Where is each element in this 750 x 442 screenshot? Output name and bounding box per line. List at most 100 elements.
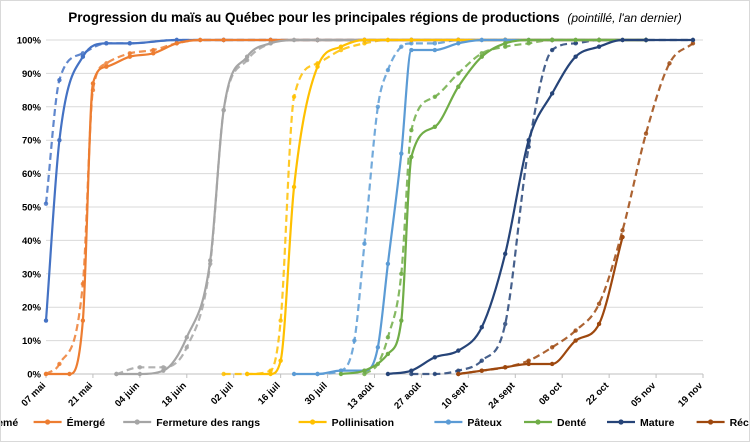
y-tick-label: 80% — [22, 102, 42, 113]
data-point — [399, 151, 404, 156]
data-point — [57, 138, 62, 143]
data-point — [174, 41, 179, 46]
chart-title: Progression du maïs au Québec pour les p… — [1, 10, 749, 25]
legend-label: Mature — [640, 417, 675, 429]
data-point — [362, 371, 367, 377]
data-point — [399, 44, 404, 49]
y-tick-label: 70% — [22, 136, 42, 147]
x-tick-label: 13 août — [345, 380, 377, 412]
x-tick-label: 21 mai — [66, 380, 95, 409]
data-point — [456, 368, 461, 373]
legend-marker — [45, 419, 51, 425]
data-point — [127, 41, 133, 46]
data-point — [526, 358, 531, 363]
legend-item: Pâteux — [434, 417, 502, 429]
data-point — [479, 54, 484, 59]
data-point — [221, 37, 226, 43]
legend-item: Mature — [607, 417, 675, 429]
data-point — [690, 37, 696, 43]
data-point — [526, 361, 531, 367]
y-axis-tick-labels: 0% 10% 20% 30% 40% 50% 60% 70% 80% 90% 100% — [17, 36, 42, 381]
legend-label: Pâteux — [467, 417, 502, 429]
data-point — [278, 318, 283, 323]
data-point — [268, 371, 273, 377]
legend-marker — [618, 419, 624, 425]
data-point — [43, 318, 49, 323]
data-point — [362, 37, 367, 43]
legend-marker — [134, 419, 140, 425]
data-point — [432, 371, 438, 377]
data-point — [503, 365, 508, 370]
data-point — [291, 94, 297, 99]
x-tick-label: 05 nov — [629, 380, 659, 410]
data-point — [197, 37, 203, 43]
data-point — [503, 251, 508, 256]
data-point — [151, 51, 156, 56]
data-point — [432, 47, 438, 53]
data-point — [596, 44, 602, 49]
data-point — [338, 371, 344, 377]
legend-label: Émergé — [67, 416, 106, 429]
data-point — [399, 271, 404, 276]
data-point — [385, 351, 391, 357]
data-point — [338, 44, 344, 49]
series-layer — [43, 37, 696, 377]
data-point — [221, 371, 226, 377]
y-tick-label: 90% — [22, 69, 42, 80]
data-point — [104, 64, 109, 69]
data-point — [104, 61, 109, 66]
chart-subtitle: (pointillé, l'an dernier) — [567, 11, 682, 25]
x-tick-label: 22 oct — [584, 380, 612, 408]
legend-label: Fermeture des rangs — [156, 417, 260, 429]
data-point — [291, 371, 297, 377]
data-point — [57, 361, 62, 367]
data-point — [549, 37, 555, 43]
data-point — [643, 37, 649, 43]
legend-item: Émergé — [33, 416, 106, 429]
data-point — [174, 37, 179, 43]
data-point — [315, 371, 320, 377]
data-point — [43, 201, 49, 206]
series-previous-Semé — [43, 37, 649, 206]
data-point — [362, 41, 367, 46]
data-point — [503, 37, 508, 43]
legend-label: Pollinisation — [332, 417, 394, 429]
data-point — [503, 321, 508, 327]
x-tick-label: 18 juin — [160, 380, 189, 409]
legend-marker — [535, 419, 541, 425]
y-tick-label: 0% — [27, 370, 41, 381]
data-point — [596, 301, 602, 307]
series-line — [44, 38, 647, 204]
data-point — [291, 37, 297, 43]
series-previous-Récolte — [456, 41, 696, 377]
data-point — [549, 345, 555, 350]
y-tick-label: 20% — [22, 303, 42, 314]
series-line — [340, 38, 647, 376]
data-point — [456, 37, 461, 43]
data-point — [352, 338, 357, 343]
y-tick-label: 60% — [22, 169, 42, 180]
data-point — [161, 368, 166, 373]
data-point — [596, 37, 602, 43]
legend-item: Pollinisation — [298, 417, 394, 429]
y-tick-label: 50% — [22, 203, 42, 214]
legend-item: Récolte — [696, 417, 749, 429]
y-tick-label: 40% — [22, 236, 42, 247]
data-point — [503, 44, 508, 49]
data-point — [208, 258, 213, 263]
data-point — [80, 54, 86, 59]
legend: Semé Émergé Fermeture des rangs Pollinisati… — [1, 416, 749, 429]
x-tick-label: 04 juin — [113, 380, 142, 409]
data-point — [409, 127, 414, 133]
data-point — [385, 371, 391, 377]
data-point — [690, 41, 696, 46]
data-point — [456, 371, 461, 377]
data-point — [184, 335, 189, 340]
data-point — [57, 77, 62, 83]
series-line — [458, 42, 694, 376]
data-point — [338, 368, 344, 373]
data-point — [315, 37, 320, 43]
series-current-Semé — [43, 37, 649, 323]
data-point — [526, 37, 531, 43]
